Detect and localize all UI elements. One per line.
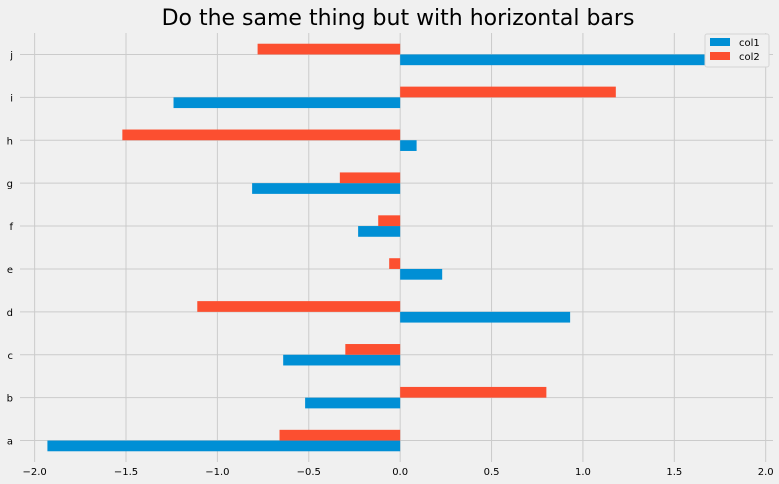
- bar-col2-b: [400, 386, 547, 398]
- x-tick-label: −0.5: [297, 467, 321, 478]
- chart-title: Do the same thing but with horizontal ba…: [162, 6, 635, 31]
- y-tick-label: b: [7, 394, 13, 405]
- x-tick-label: 1.0: [575, 467, 591, 478]
- bar-col2-g: [339, 172, 401, 184]
- y-tick-label: f: [9, 222, 13, 233]
- bars: [47, 43, 737, 452]
- bar-col2-j: [257, 43, 401, 55]
- bar-col1-d: [400, 311, 571, 323]
- bar-col2-a: [279, 429, 401, 441]
- x-tick-label: −1.5: [114, 467, 138, 478]
- y-tick-label: i: [10, 93, 13, 104]
- x-tick-label: 0.5: [484, 467, 500, 478]
- bar-col1-b: [305, 397, 401, 409]
- bar-col1-a: [47, 440, 401, 452]
- y-axis-ticks: a b c d e f g h i j: [7, 50, 14, 447]
- x-tick-label: −2.0: [22, 467, 46, 478]
- bar-col2-f: [378, 215, 401, 227]
- legend-swatch-col2: [710, 52, 730, 60]
- bar-col2-h: [122, 129, 401, 141]
- legend-swatch-col1: [710, 38, 730, 46]
- x-tick-label: −1.0: [205, 467, 229, 478]
- bar-col1-f: [358, 226, 401, 237]
- y-tick-label: g: [7, 179, 13, 190]
- y-tick-label: d: [7, 308, 13, 319]
- y-tick-label: j: [9, 50, 13, 61]
- x-axis-ticks: −2.0 −1.5 −1.0 −0.5 0.0 0.5 1.0 1.5 2.0: [22, 467, 773, 478]
- bar-col2-e: [389, 258, 401, 269]
- bar-col2-d: [197, 301, 401, 312]
- bar-col2-c: [345, 344, 401, 355]
- x-tick-label: 1.5: [666, 467, 682, 478]
- bar-col1-h: [400, 140, 417, 151]
- legend-label-col1: col1: [739, 38, 760, 49]
- bar-col1-j: [400, 54, 737, 66]
- bar-col1-c: [283, 354, 401, 366]
- y-tick-label: h: [7, 136, 13, 147]
- y-tick-label: a: [7, 437, 13, 448]
- x-tick-label: 2.0: [758, 467, 774, 478]
- bar-col1-i: [173, 97, 401, 109]
- bar-col1-e: [400, 268, 443, 280]
- legend: col1 col2: [704, 33, 770, 68]
- bar-col2-i: [400, 86, 616, 98]
- legend-label-col2: col2: [739, 52, 760, 63]
- y-tick-label: c: [8, 351, 14, 362]
- bar-col1-g: [252, 183, 401, 194]
- x-tick-label: 0.0: [392, 467, 408, 478]
- y-tick-label: e: [7, 265, 13, 276]
